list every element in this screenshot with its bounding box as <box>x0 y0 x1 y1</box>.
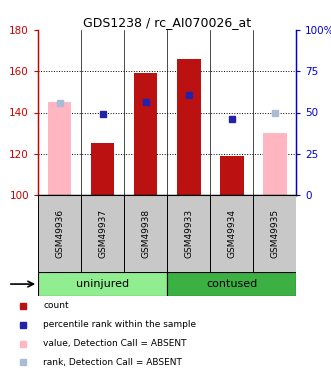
Bar <box>134 74 158 195</box>
Bar <box>167 272 296 296</box>
Text: GSM49937: GSM49937 <box>98 209 107 258</box>
Bar <box>38 195 81 272</box>
Text: GSM49935: GSM49935 <box>270 209 279 258</box>
Text: percentile rank within the sample: percentile rank within the sample <box>43 320 196 329</box>
Text: uninjured: uninjured <box>76 279 129 289</box>
Bar <box>48 102 71 195</box>
Text: GSM49933: GSM49933 <box>184 209 193 258</box>
Bar <box>210 195 253 272</box>
Text: value, Detection Call = ABSENT: value, Detection Call = ABSENT <box>43 339 187 348</box>
Bar <box>177 59 201 195</box>
Text: GSM49934: GSM49934 <box>227 209 236 258</box>
Bar <box>253 195 296 272</box>
Text: contused: contused <box>206 279 257 289</box>
Bar <box>167 195 210 272</box>
Text: GSM49938: GSM49938 <box>141 209 150 258</box>
Bar <box>263 133 287 195</box>
Bar <box>124 195 167 272</box>
Text: count: count <box>43 301 69 310</box>
Bar <box>38 272 167 296</box>
Text: rank, Detection Call = ABSENT: rank, Detection Call = ABSENT <box>43 358 182 367</box>
Text: GSM49936: GSM49936 <box>55 209 64 258</box>
Title: GDS1238 / rc_AI070026_at: GDS1238 / rc_AI070026_at <box>83 16 251 29</box>
Bar <box>220 156 244 195</box>
Bar <box>91 144 115 195</box>
Bar <box>81 195 124 272</box>
